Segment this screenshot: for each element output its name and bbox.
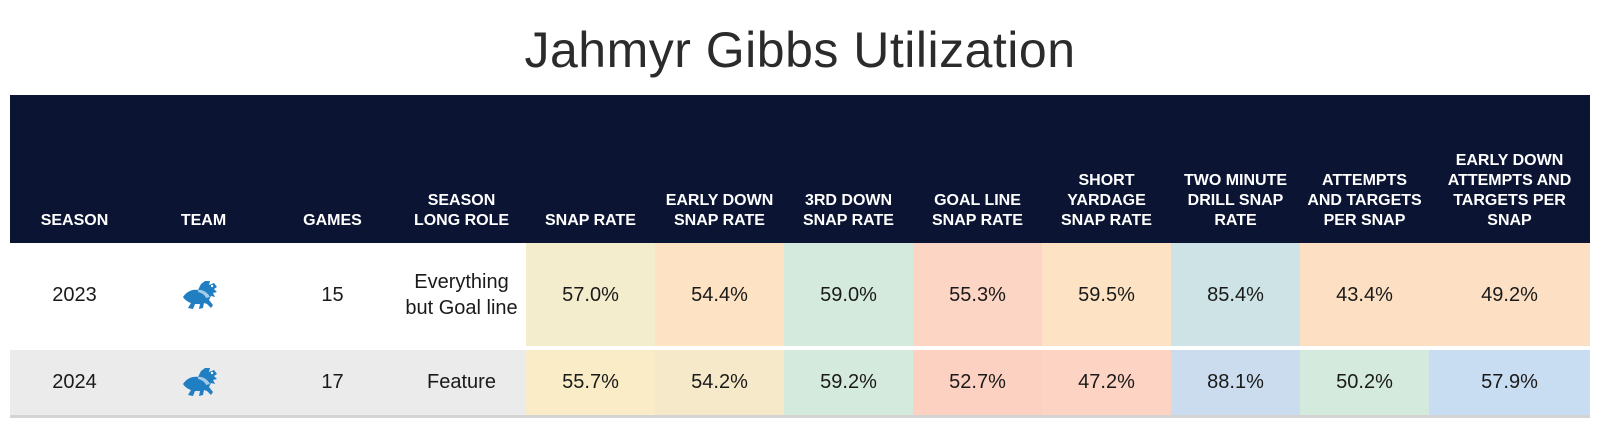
table-row: 2023 15 Everything but Goal line 57.0% 5… [10,243,1590,350]
col-header-two-minute-drill-snap-rate: TWO MINUTE DRILL SNAP RATE [1171,95,1300,243]
col-header-snap-rate: SNAP RATE [526,95,655,243]
cell-early-down-attempts-targets-per-snap: 57.9% [1429,348,1590,418]
cell-attempts-targets-per-snap: 50.2% [1300,348,1429,418]
cell-two-minute-drill-snap-rate: 88.1% [1171,348,1300,418]
detroit-lions-logo-icon [182,368,217,397]
table-row: 2024 17 Feature 55.7% 54.2% 59.2% 52.7% … [10,348,1590,418]
chart-title: Jahmyr Gibbs Utilization [524,22,1076,78]
detroit-lions-logo-icon [182,280,217,309]
cell-two-minute-drill-snap-rate: 85.4% [1171,243,1300,350]
cell-snap-rate: 55.7% [526,348,655,418]
cell-short-yardage-snap-rate: 47.2% [1042,348,1171,418]
cell-role: Everything but Goal line [397,243,526,350]
col-header-early-down-attempts-targets-per-snap: EARLY DOWN ATTEMPTS AND TARGETS PER SNAP [1429,95,1590,243]
col-header-3rd-down-snap-rate: 3RD DOWN SNAP RATE [784,95,913,243]
cell-games: 17 [268,348,397,418]
cell-season: 2023 [10,243,139,350]
col-header-team: TEAM [139,95,268,243]
cell-team [139,348,268,418]
cell-early-down-snap-rate: 54.2% [655,348,784,418]
cell-goal-line-snap-rate: 52.7% [913,348,1042,418]
cell-3rd-down-snap-rate: 59.2% [784,348,913,418]
col-header-early-down-snap-rate: EARLY DOWN SNAP RATE [655,95,784,243]
utilization-table: SEASON TEAM GAMES SEASON LONG ROLE SNAP … [10,95,1590,418]
cell-early-down-attempts-targets-per-snap: 49.2% [1429,243,1590,350]
col-header-games: GAMES [268,95,397,243]
cell-early-down-snap-rate: 54.4% [655,243,784,350]
col-header-short-yardage-snap-rate: SHORT YARDAGE SNAP RATE [1042,95,1171,243]
cell-3rd-down-snap-rate: 59.0% [784,243,913,350]
cell-season: 2024 [10,348,139,418]
cell-attempts-targets-per-snap: 43.4% [1300,243,1429,350]
cell-goal-line-snap-rate: 55.3% [913,243,1042,350]
cell-games: 15 [268,243,397,350]
header-row: SEASON TEAM GAMES SEASON LONG ROLE SNAP … [10,95,1590,243]
col-header-season: SEASON [10,95,139,243]
cell-role: Feature [397,348,526,418]
col-header-attempts-targets-per-snap: ATTEMPTS AND TARGETS PER SNAP [1300,95,1429,243]
cell-snap-rate: 57.0% [526,243,655,350]
col-header-season-long-role: SEASON LONG ROLE [397,95,526,243]
cell-short-yardage-snap-rate: 59.5% [1042,243,1171,350]
col-header-goal-line-snap-rate: GOAL LINE SNAP RATE [913,95,1042,243]
cell-team [139,243,268,350]
